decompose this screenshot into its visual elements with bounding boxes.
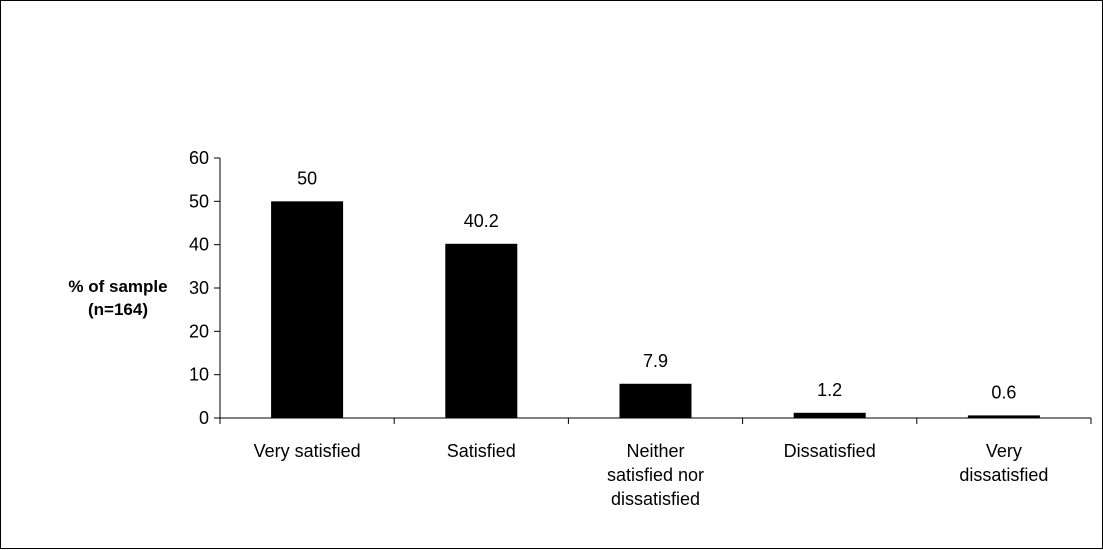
y-axis-ticks: 0 10 20 30 40 50 60	[189, 148, 220, 428]
y-tick-label: 60	[189, 148, 209, 168]
x-tick-label: Dissatisfied	[784, 441, 876, 461]
y-axis-label: % of sample (n=164)	[68, 277, 167, 319]
bar	[271, 201, 344, 418]
bar	[445, 243, 518, 418]
y-axis-title: % of sample (n=164)	[68, 277, 167, 319]
x-tick-label: Neither satisfied nor dissatisfied	[607, 441, 704, 509]
data-label: 40.2	[464, 211, 499, 231]
bars	[271, 201, 1040, 418]
y-tick-label: 20	[189, 321, 209, 341]
y-tick-label: 50	[189, 191, 209, 211]
x-tick-label: Satisfied	[447, 441, 516, 461]
x-tick-label: Very satisfied	[254, 441, 361, 461]
data-label: 1.2	[817, 380, 842, 400]
x-tick-label: Very dissatisfied	[959, 441, 1048, 485]
bar	[619, 383, 692, 418]
x-axis-ticks	[219, 418, 1092, 424]
category-labels: Very satisfied Satisfied Neither satisfied …	[254, 441, 1049, 509]
data-label: 0.6	[991, 382, 1016, 402]
y-tick-label: 40	[189, 235, 209, 255]
data-label: 7.9	[643, 351, 668, 371]
data-label: 50	[297, 168, 317, 188]
y-tick-label: 30	[189, 278, 209, 298]
data-labels: 50 40.2 7.9 1.2 0.6	[297, 168, 1016, 402]
y-tick-label: 10	[189, 365, 209, 385]
bar	[967, 415, 1040, 418]
y-tick-label: 0	[199, 408, 209, 428]
bar	[793, 412, 866, 418]
